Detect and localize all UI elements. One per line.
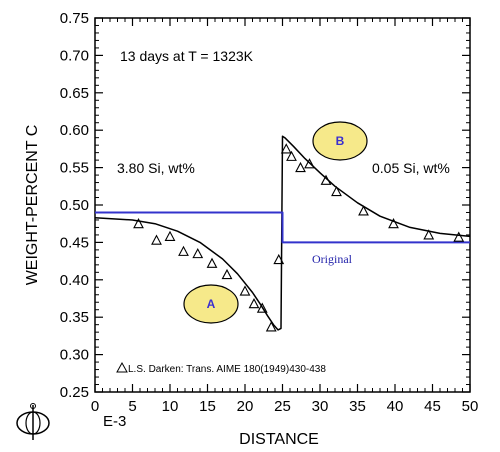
y-tick-label: 0.35 (60, 309, 89, 326)
data-point-triangle (151, 234, 162, 245)
calculated-profile-curve (94, 135, 471, 331)
data-point-triangle (273, 253, 285, 265)
y-tick-label: 0.75 (60, 10, 89, 27)
x-axis-scale-label: E-3 (103, 413, 126, 430)
x-tick-label: 10 (162, 398, 179, 415)
badge-b-label: B (336, 134, 345, 148)
data-point-triangle (133, 218, 144, 229)
data-point-triangle (256, 302, 268, 313)
data-point-triangle (192, 247, 204, 259)
badge-a-ellipse (183, 284, 239, 324)
badge-b-ellipse (312, 121, 368, 161)
data-point-triangle (320, 174, 332, 185)
data-point-triangle (295, 161, 306, 173)
data-point-triangle (280, 143, 292, 154)
y-tick-label: 0.45 (60, 234, 89, 251)
y-tick-label: 0.65 (60, 85, 89, 102)
x-tick-label: 30 (312, 398, 329, 415)
y-axis-title: WEIGHT-PERCENT C (24, 125, 41, 286)
badge-b: B (312, 121, 368, 161)
series-layer (94, 135, 471, 332)
y-tick-label: 0.25 (60, 384, 89, 401)
x-tick-label: 20 (237, 398, 254, 415)
data-point-triangle (331, 185, 342, 197)
right-alloy-annotation: 0.05 Si, wt% (372, 160, 450, 176)
data-point-triangle (388, 218, 399, 229)
data-point-triangle (248, 298, 260, 309)
data-point-triangle (265, 321, 277, 332)
left-alloy-annotation: 3.80 Si, wt% (117, 160, 195, 176)
y-tick-label: 0.55 (60, 160, 89, 177)
y-tick-label: 0.30 (60, 347, 89, 364)
data-point-triangle (423, 229, 435, 240)
y-tick-label: 0.60 (60, 122, 89, 139)
data-point-triangle (178, 245, 189, 256)
y-tick-label: 0.50 (60, 197, 89, 214)
data-point-triangle (239, 285, 251, 296)
x-tick-label: 40 (387, 398, 404, 415)
data-point-triangle (453, 231, 465, 242)
badge-a-label: A (207, 297, 216, 311)
data-point-triangle (164, 230, 176, 241)
legend-triangle-marker (116, 361, 128, 373)
data-point-triangle (206, 257, 218, 268)
x-tick-label: 25 (274, 398, 291, 415)
data-point-triangle (221, 268, 233, 280)
x-tick-label: 35 (349, 398, 366, 415)
logo-icon (16, 403, 50, 440)
condition-annotation: 13 days at T = 1323K (120, 48, 254, 64)
x-axis-title: DISTANCE (239, 431, 319, 448)
badge-a: A (183, 284, 239, 324)
legend: L.S. Darken: Trans. AIME 180(1949)430-43… (116, 361, 326, 375)
x-tick-label: 45 (424, 398, 441, 415)
data-point-triangle (358, 205, 369, 216)
legend-reference-text: L.S. Darken: Trans. AIME 180(1949)430-43… (128, 364, 326, 375)
data-point-triangle (286, 150, 297, 161)
x-axis-ticks: 0 5 10 15 20 25 30 35 40 45 50 (91, 18, 479, 415)
y-tick-label: 0.40 (60, 272, 89, 289)
x-tick-label: 50 (462, 398, 479, 415)
data-point-triangle (304, 158, 315, 169)
original-annotation: Original (312, 252, 353, 266)
y-tick-label: 0.70 (60, 47, 89, 64)
original-profile-line (95, 211, 470, 244)
x-tick-label: 15 (199, 398, 216, 415)
x-tick-label: 5 (128, 398, 136, 415)
x-tick-label: 0 (91, 398, 99, 415)
